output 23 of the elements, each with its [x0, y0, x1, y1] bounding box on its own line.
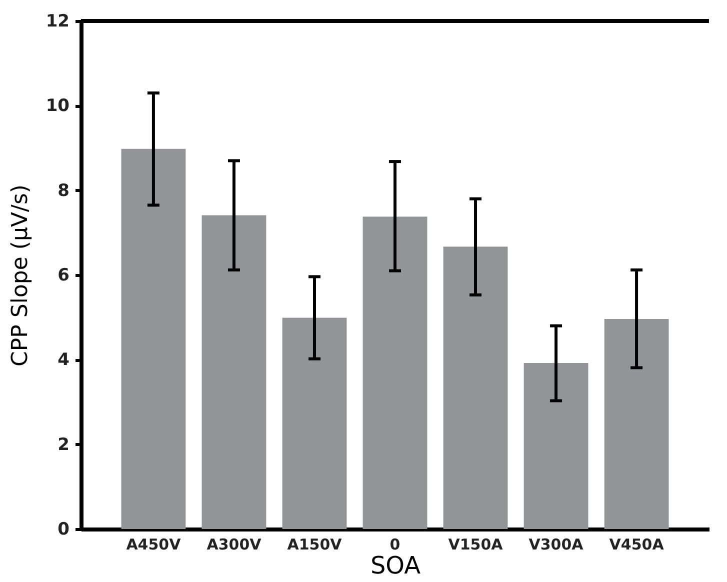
x-tick-label: 0	[390, 536, 400, 554]
y-tick-label: 10	[46, 96, 70, 116]
bar	[604, 319, 669, 529]
x-tick-label: A300V	[206, 536, 262, 554]
x-tick-label: V450A	[609, 536, 664, 554]
bar	[362, 216, 428, 529]
y-tick-label: 6	[58, 266, 70, 286]
bar	[121, 148, 186, 529]
bar	[443, 246, 508, 529]
bar	[524, 363, 588, 529]
x-tick-label: A150V	[287, 536, 342, 554]
x-tick-label: A450V	[126, 536, 182, 554]
y-tick-label: 0	[58, 520, 70, 540]
x-axis-title: SOA	[370, 552, 422, 580]
bar	[282, 318, 347, 529]
y-tick-label: 4	[58, 350, 70, 370]
x-tick-label: V300A	[528, 536, 584, 554]
x-tick-label: V150A	[448, 536, 504, 554]
y-tick-label: 12	[46, 12, 70, 32]
y-axis-title: CPP Slope (μV/s)	[8, 184, 33, 367]
bar	[202, 215, 266, 529]
y-tick-label: 8	[58, 180, 70, 201]
y-tick-label: 2	[58, 434, 70, 455]
